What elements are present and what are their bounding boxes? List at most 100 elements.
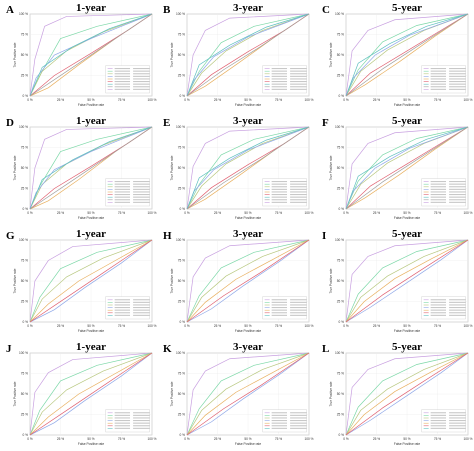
- legend-entry-value-placeholder: [290, 312, 307, 314]
- panel-title: 1-year: [76, 115, 106, 127]
- legend-entry-text-placeholder: [430, 181, 447, 183]
- roc-curve-4: [29, 239, 153, 323]
- legend-entry-text-placeholder: [430, 299, 447, 301]
- roc-curve-4: [186, 239, 310, 323]
- legend-entry-text-placeholder: [114, 88, 131, 90]
- roc-curve-4: [29, 126, 153, 210]
- legend-entry-value-placeholder: [449, 427, 466, 429]
- legend-entry-value-placeholder: [449, 307, 466, 309]
- x-tick-label: 75 %: [434, 324, 441, 328]
- x-tick-label: 0 %: [184, 211, 190, 215]
- legend-entry-text-placeholder: [271, 425, 288, 427]
- x-tick-label: 25 %: [214, 437, 221, 441]
- legend-entry-value-placeholder: [449, 414, 466, 416]
- y-tick-label: 0 %: [180, 433, 186, 437]
- legend-entry-text-placeholder: [430, 201, 447, 203]
- x-tick-label: 50 %: [87, 98, 94, 102]
- panel-title: 5-year: [392, 228, 422, 240]
- x-tick-label: 0 %: [343, 211, 349, 215]
- legend-entry-value-placeholder: [290, 73, 307, 75]
- x-tick-label: 25 %: [214, 324, 221, 328]
- legend-entry-text-placeholder: [430, 420, 447, 422]
- legend-entry-text-placeholder: [114, 425, 131, 427]
- roc-curve-5: [345, 13, 469, 97]
- legend-entry-value-placeholder: [290, 201, 307, 203]
- y-tick-label: 75 %: [21, 259, 28, 263]
- legend-entry-value-placeholder: [133, 183, 150, 185]
- roc-curve-8: [345, 126, 469, 210]
- legend-entry-text-placeholder: [271, 83, 288, 85]
- roc-curve-5: [29, 352, 153, 436]
- y-axis-label: True Positive rate: [170, 381, 174, 406]
- x-tick-label: 75 %: [118, 98, 125, 102]
- legend-entry-value-placeholder: [449, 81, 466, 83]
- legend: [262, 296, 307, 320]
- legend-entry-value-placeholder: [290, 304, 307, 306]
- legend-entry-text-placeholder: [271, 75, 288, 77]
- x-tick-label: 75 %: [275, 98, 282, 102]
- y-tick-label: 50 %: [178, 53, 185, 57]
- legend-entry-value-placeholder: [290, 314, 307, 316]
- legend-entry-text-placeholder: [114, 417, 131, 419]
- legend-entry-value-placeholder: [449, 199, 466, 201]
- roc-curve-4: [186, 352, 310, 436]
- legend-entry-text-placeholder: [271, 301, 288, 303]
- y-tick-label: 50 %: [21, 392, 28, 396]
- roc-curve-7: [186, 13, 310, 97]
- legend-entry-value-placeholder: [449, 201, 466, 203]
- legend-entry-value-placeholder: [449, 88, 466, 90]
- roc-panel-c: C 5-year 0 % 25 % 50 % 75 % 100 % 0 % 25 % 50 % 75…: [322, 2, 473, 107]
- legend-entry-value-placeholder: [133, 420, 150, 422]
- legend-entry-value-placeholder: [290, 83, 307, 85]
- y-axis-label: True Positive rate: [13, 155, 17, 180]
- y-tick-label: 0 %: [23, 94, 29, 98]
- x-tick-label: 25 %: [214, 98, 221, 102]
- y-tick-label: 0 %: [180, 94, 186, 98]
- legend-entry-value-placeholder: [290, 417, 307, 419]
- legend-entry-text-placeholder: [430, 73, 447, 75]
- y-tick-label: 100 %: [335, 238, 344, 242]
- legend-entry-text-placeholder: [114, 181, 131, 183]
- legend-entry-value-placeholder: [449, 422, 466, 424]
- legend-entry-text-placeholder: [271, 309, 288, 311]
- roc-curve-2: [186, 239, 310, 323]
- legend-entry-text-placeholder: [114, 414, 131, 416]
- x-tick-label: 0 %: [343, 324, 349, 328]
- roc-curve-3: [29, 352, 153, 436]
- roc-panel-g: G 1-year 0 % 25 % 50 % 75 % 100 % 0 % 25 % 50 % 75…: [6, 228, 157, 333]
- legend-entry-text-placeholder: [430, 188, 447, 190]
- x-tick-label: 100 %: [463, 324, 472, 328]
- y-tick-label: 0 %: [23, 433, 29, 437]
- legend-entry-text-placeholder: [114, 314, 131, 316]
- legend-entry-value-placeholder: [449, 301, 466, 303]
- roc-curve-1: [29, 239, 153, 323]
- x-tick-label: 75 %: [275, 324, 282, 328]
- legend-entry-value-placeholder: [290, 427, 307, 429]
- x-tick-label: 50 %: [244, 211, 251, 215]
- y-axis-label: True Positive rate: [170, 268, 174, 293]
- roc-curve-5: [345, 126, 469, 210]
- legend-entry-text-placeholder: [430, 304, 447, 306]
- legend-entry-text-placeholder: [114, 194, 131, 196]
- x-tick-label: 75 %: [434, 211, 441, 215]
- roc-panel-b: B 3-year 0 % 25 % 50 % 75 % 100 % 0 % 25 % 50 % 75…: [163, 2, 314, 107]
- legend-entry-text-placeholder: [271, 314, 288, 316]
- roc-curve-6: [186, 239, 310, 323]
- legend-entry-value-placeholder: [290, 301, 307, 303]
- legend-entry-text-placeholder: [114, 183, 131, 185]
- x-axis-label: False Positive rate: [394, 329, 420, 333]
- legend-entry-value-placeholder: [290, 412, 307, 414]
- legend-entry-value-placeholder: [449, 314, 466, 316]
- legend: [262, 65, 307, 94]
- legend-entry-text-placeholder: [271, 417, 288, 419]
- legend-entry-value-placeholder: [449, 73, 466, 75]
- legend-entry-text-placeholder: [430, 425, 447, 427]
- x-tick-label: 100 %: [463, 98, 472, 102]
- legend-entry-value-placeholder: [449, 83, 466, 85]
- legend-entry-text-placeholder: [271, 304, 288, 306]
- x-tick-label: 50 %: [403, 437, 410, 441]
- legend: [262, 178, 307, 207]
- x-tick-label: 25 %: [373, 437, 380, 441]
- legend-entry-value-placeholder: [290, 181, 307, 183]
- legend-entry-text-placeholder: [430, 309, 447, 311]
